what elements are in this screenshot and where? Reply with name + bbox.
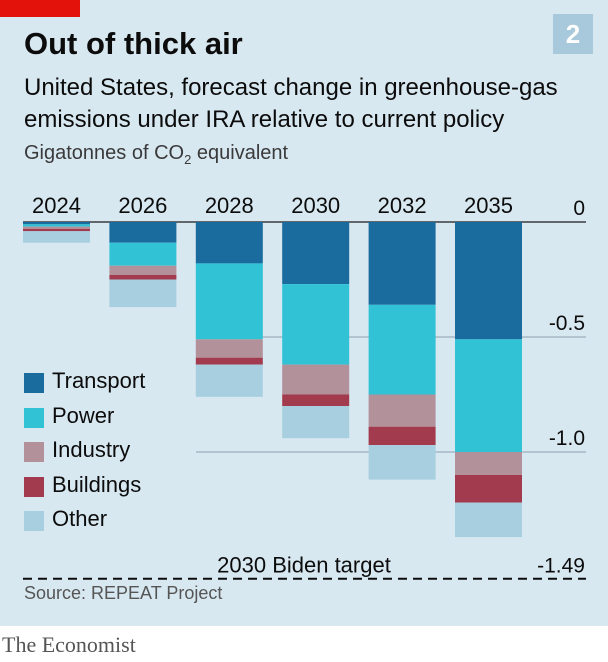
bar-segment-industry-2028 bbox=[195, 339, 263, 358]
x-category-label: 2032 bbox=[378, 193, 427, 218]
bar-segment-power-2024 bbox=[23, 224, 90, 227]
y-tick-label: -1.0 bbox=[549, 427, 585, 450]
unit-label: Gigatonnes of CO2 equivalent bbox=[24, 142, 288, 167]
bar-segment-transport-2026 bbox=[109, 222, 177, 243]
bar-segment-power-2026 bbox=[109, 242, 177, 266]
legend-label: Power bbox=[52, 402, 115, 428]
bar-segment-buildings-2035 bbox=[455, 475, 522, 503]
target-value-label: -1.49 bbox=[537, 555, 585, 578]
bar-segment-buildings-2032 bbox=[368, 426, 436, 446]
bar-segment-industry-2032 bbox=[368, 394, 436, 427]
legend-label: Transport bbox=[52, 368, 146, 393]
legend-label: Industry bbox=[52, 437, 131, 462]
bar-segment-transport-2030 bbox=[282, 222, 350, 285]
unit-suffix: equivalent bbox=[191, 142, 289, 164]
bar-segment-buildings-2024 bbox=[23, 228, 90, 232]
legend-swatch bbox=[24, 476, 44, 497]
legend-swatch bbox=[24, 407, 44, 428]
x-category-label: 2035 bbox=[464, 193, 513, 218]
legend-label: Other bbox=[52, 506, 108, 531]
x-category-label: 2030 bbox=[291, 193, 340, 218]
bar-segment-other-2035 bbox=[455, 502, 522, 538]
bar-segment-industry-2035 bbox=[455, 452, 522, 475]
legend-swatch bbox=[24, 442, 44, 462]
bar-segment-industry-2030 bbox=[282, 364, 350, 395]
bar-segment-power-2028 bbox=[195, 263, 263, 340]
bar-segment-transport-2024 bbox=[23, 222, 90, 225]
legend-swatch bbox=[24, 373, 44, 393]
bar-segment-other-2032 bbox=[368, 445, 436, 480]
x-category-label: 2024 bbox=[32, 193, 81, 218]
unit-prefix: Gigatonnes of CO bbox=[24, 142, 185, 164]
x-category-label: 2026 bbox=[118, 193, 167, 218]
bar-segment-power-2032 bbox=[368, 304, 436, 395]
chart-title: Out of thick air bbox=[24, 26, 243, 61]
source-note: Source: REPEAT Project bbox=[24, 583, 223, 603]
y-tick-label: -0.5 bbox=[549, 312, 585, 335]
bar-segment-other-2030 bbox=[282, 406, 350, 439]
legend-swatch bbox=[24, 511, 44, 531]
bar-segment-buildings-2030 bbox=[282, 394, 350, 406]
x-category-label: 2028 bbox=[205, 193, 254, 218]
chart-number-badge: 2 bbox=[553, 14, 593, 54]
legend-label: Buildings bbox=[52, 471, 142, 497]
bar-segment-buildings-2028 bbox=[195, 357, 263, 365]
bar-segment-transport-2035 bbox=[455, 222, 522, 340]
bar-segment-industry-2026 bbox=[109, 265, 177, 275]
publisher-brand: The Economist bbox=[2, 632, 136, 657]
bar-segment-power-2030 bbox=[282, 284, 350, 365]
bar-segment-transport-2032 bbox=[368, 222, 436, 305]
brand-red-tab bbox=[0, 0, 80, 17]
unit-subscript: 2 bbox=[184, 152, 192, 167]
chart-subtitle: United States, forecast change in greenh… bbox=[24, 74, 558, 133]
bar-segment-industry-2024 bbox=[23, 226, 90, 229]
bar-segment-buildings-2026 bbox=[109, 274, 177, 280]
bar-segment-other-2026 bbox=[109, 279, 177, 308]
bar-segment-transport-2028 bbox=[195, 222, 263, 264]
y-tick-label: 0 bbox=[573, 197, 585, 220]
bar-segment-other-2024 bbox=[23, 231, 90, 243]
stacked-bar-chart: 0 -0.5 -1.0 2024 2026 2028 2030 2032 2035 2030 Bi… bbox=[23, 193, 586, 580]
target-label: 2030 Biden target bbox=[217, 553, 391, 578]
bar-segment-power-2035 bbox=[455, 339, 522, 452]
bar-segment-other-2028 bbox=[195, 364, 263, 397]
